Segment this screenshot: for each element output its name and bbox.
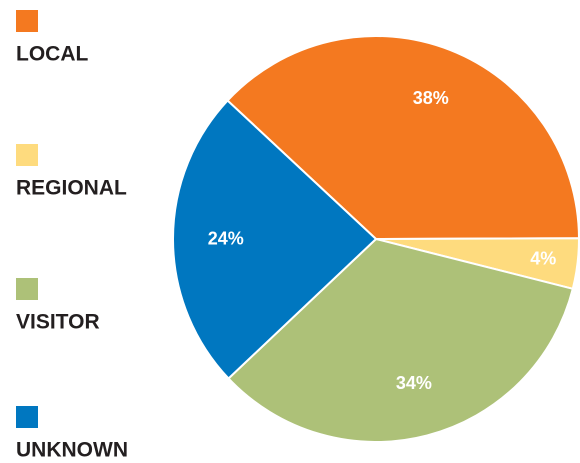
value-label: 4% — [530, 248, 556, 268]
legend-swatch — [16, 10, 38, 32]
legend-label: UNKNOWN — [16, 439, 128, 462]
legend-label: VISITOR — [16, 311, 100, 334]
legend-swatch — [16, 278, 38, 300]
pie-slice — [226, 35, 580, 241]
legend-swatch — [16, 144, 38, 166]
legend-label: REGIONAL — [16, 177, 127, 200]
value-label: 24% — [208, 228, 244, 248]
value-label: 34% — [396, 373, 432, 393]
legend-label: LOCAL — [16, 43, 88, 66]
legend-swatch — [16, 406, 38, 428]
pie-slice — [172, 99, 378, 380]
pie-slice — [227, 237, 575, 443]
value-label: 38% — [413, 88, 449, 108]
